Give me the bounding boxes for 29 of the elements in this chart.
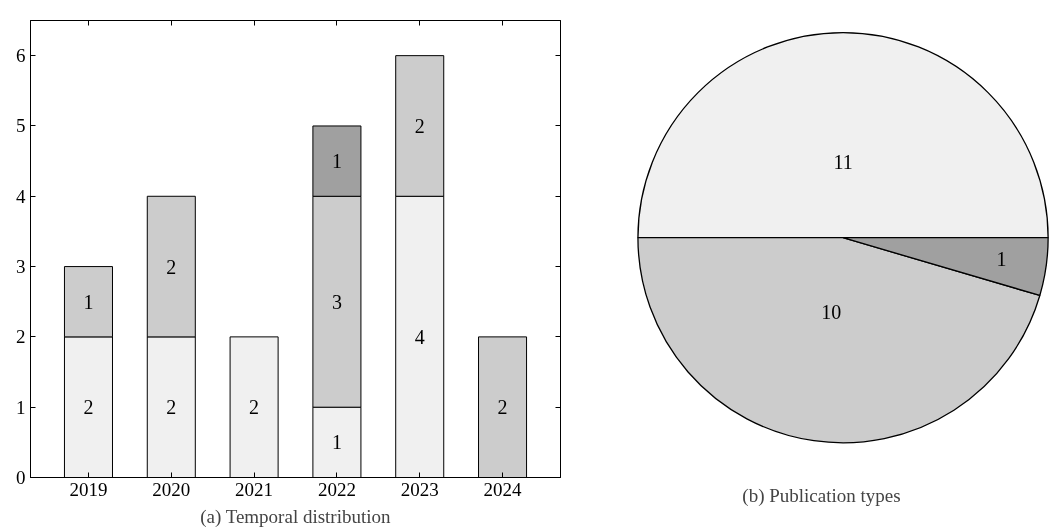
y-tick-label: 5 — [16, 115, 26, 137]
text: (a) Temporal distribution — [200, 505, 392, 528]
data-label: 2 — [249, 396, 260, 419]
data-label: 1 — [83, 290, 94, 313]
x-tick-label: 2022 — [317, 478, 356, 500]
x-tick-label: 2024 — [483, 478, 523, 500]
data-label: 2 — [166, 396, 177, 419]
y-tick-label: 3 — [16, 256, 26, 278]
x-tick-label: 2021 — [235, 478, 274, 500]
data-label: 10 — [821, 301, 842, 324]
y-tick-label: 6 — [16, 45, 26, 67]
y-tick-label: 1 — [16, 396, 26, 418]
x-tick-label: 2023 — [400, 478, 439, 500]
data-label: 11 — [833, 151, 853, 174]
data-label: 3 — [331, 290, 342, 313]
data-label: 2 — [414, 114, 425, 137]
data-label: 2 — [166, 255, 177, 278]
data-label: 2 — [497, 396, 508, 419]
data-label: 1 — [331, 150, 342, 173]
x-tick-label: 2019 — [69, 478, 108, 500]
text: (b) Publication types — [742, 484, 901, 507]
y-tick-label: 4 — [16, 185, 26, 207]
data-label: 1 — [996, 247, 1007, 270]
data-label: 2 — [83, 396, 94, 419]
y-tick-label: 0 — [16, 467, 26, 488]
x-tick-label: 2020 — [152, 478, 191, 500]
data-label: 1 — [331, 431, 342, 454]
y-tick-label: 2 — [16, 326, 26, 348]
data-label: 4 — [414, 325, 425, 348]
